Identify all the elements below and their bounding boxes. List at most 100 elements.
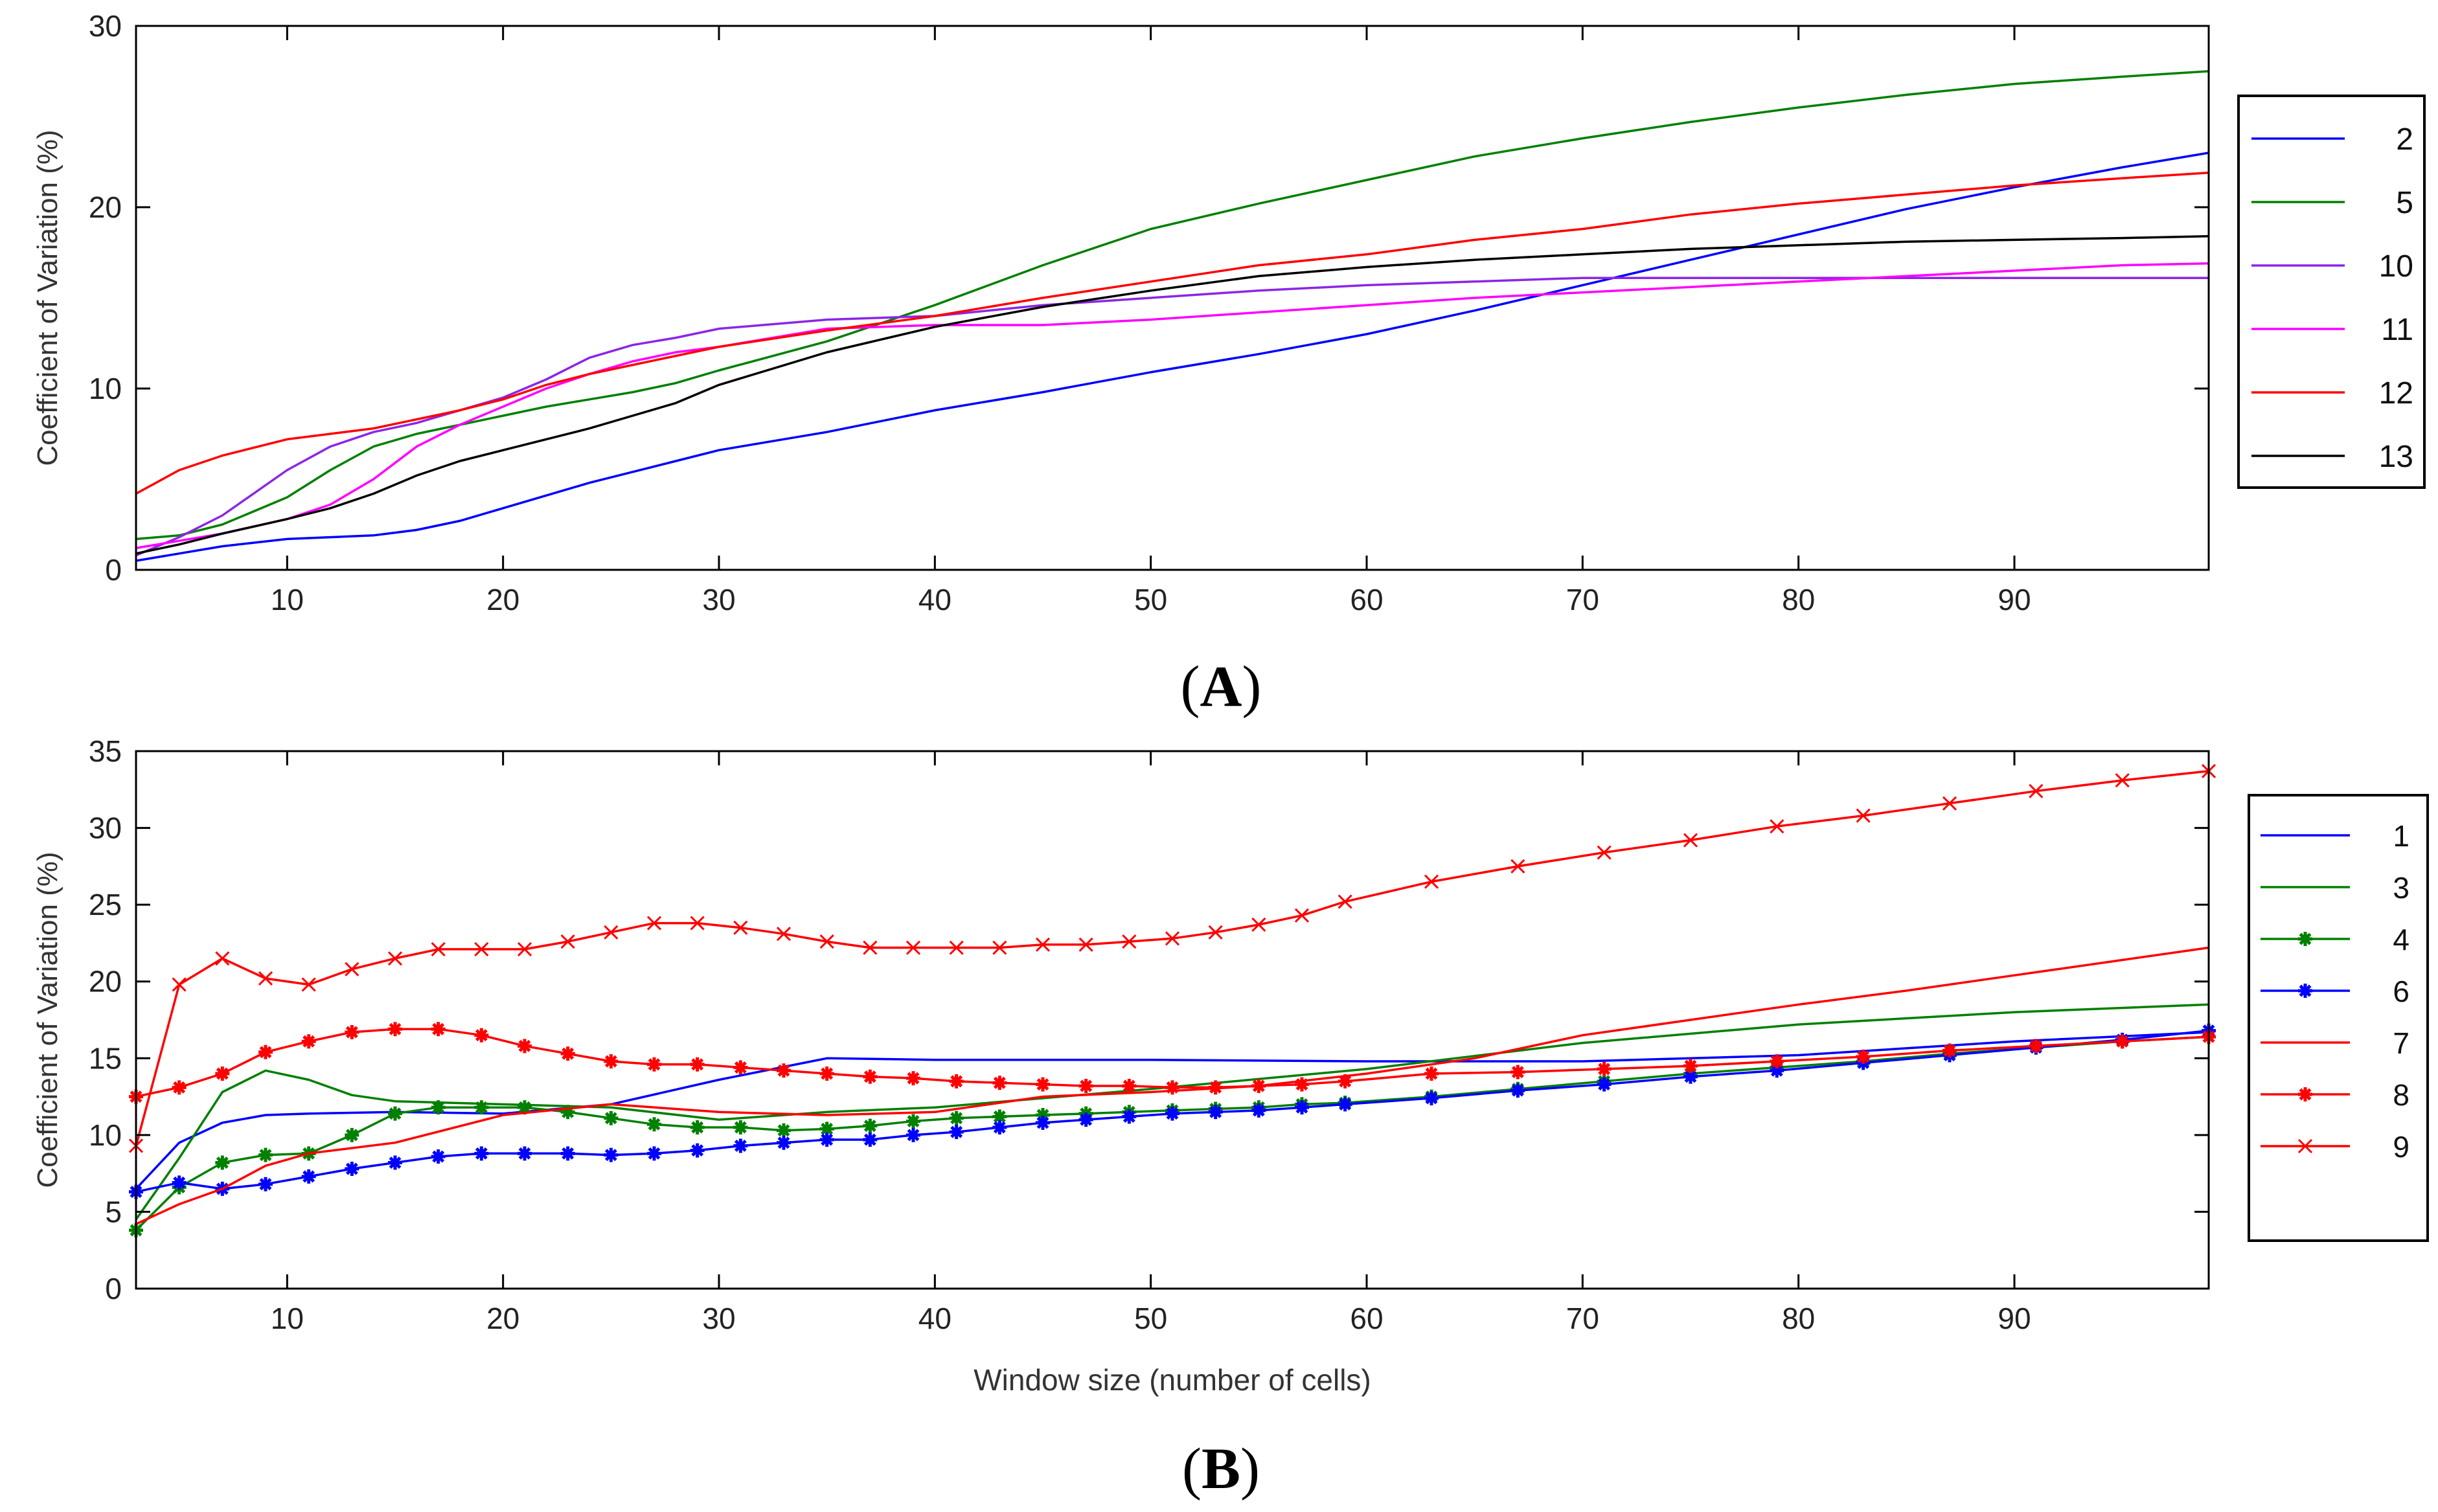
panel-b-series-9-point xyxy=(560,934,575,949)
panel-b-series-9-point xyxy=(646,916,662,931)
panel-a-legend-label-5: 5 xyxy=(2396,186,2413,220)
panel-b-series-9-point xyxy=(301,977,316,992)
panel-b-legend-item-4: 4 xyxy=(2261,923,2410,956)
panel-b-series-7-line xyxy=(135,946,2209,1225)
panel-b-y-tick-label: 25 xyxy=(89,888,122,921)
panel-b-series-9-point xyxy=(1165,931,1180,946)
panel-b-series-9-point xyxy=(690,916,705,931)
panel-b-y-axis-label: Coefficient of Variation (%) xyxy=(32,852,63,1188)
panel-b-series-7 xyxy=(135,946,2209,1225)
panel-b-y-tick-label: 20 xyxy=(89,965,122,999)
panel-a-series-2 xyxy=(135,152,2209,562)
panel-b-series-9-point xyxy=(819,934,834,949)
panel-a-chart: 10 20 30 40 50 60 70 80 90 0 10 20 30 Coefficient of… xyxy=(32,9,2426,719)
panel-b-series-8-point xyxy=(474,1028,489,1043)
panel-a-legend-item-10: 10 xyxy=(2251,249,2413,284)
panel-b-series-8-point xyxy=(172,1080,187,1095)
panel-b-series-9-point xyxy=(474,942,489,956)
panel-b-legend-item-8: 8 xyxy=(2261,1078,2410,1112)
panel-b-series-9-point xyxy=(1683,833,1698,848)
panel-b-series-8-point xyxy=(1338,1074,1352,1089)
panel-b-series-4-point xyxy=(863,1118,878,1133)
panel-a-legend-item-5: 5 xyxy=(2251,186,2413,220)
panel-a-x-tick-label: 80 xyxy=(1782,583,1815,616)
panel-b-series-6-point xyxy=(604,1147,619,1162)
panel-b-series-8-point xyxy=(431,1022,446,1037)
panel-b-series-3-line xyxy=(135,1003,2209,1221)
panel-b-series-6-point xyxy=(863,1132,878,1147)
panel-b-series-8 xyxy=(129,1022,2216,1104)
panel-b-series-8-point xyxy=(215,1066,230,1081)
panel-b-series-6-point xyxy=(819,1132,834,1147)
panel-b-series-9-point xyxy=(345,962,359,976)
panel-b-series-6-point xyxy=(518,1146,532,1161)
panel-b-series-6-point xyxy=(1295,1100,1309,1115)
panel-b-series-6-point xyxy=(1683,1069,1698,1084)
panel-b-series-8-point xyxy=(949,1074,964,1089)
panel-b-y-tick-label: 0 xyxy=(105,1272,122,1305)
panel-b-series-4-point xyxy=(388,1106,402,1121)
panel-b-legend-label-9: 9 xyxy=(2393,1130,2410,1164)
panel-a-x-tick-label: 50 xyxy=(1134,583,1167,616)
panel-a-series-12-line xyxy=(135,172,2209,495)
panel-b-series-4-point xyxy=(949,1111,964,1125)
panel-b-series-4-point xyxy=(777,1123,791,1138)
panel-a-x-tick-label: 10 xyxy=(271,583,304,616)
panel-b-series-4-point xyxy=(431,1100,446,1115)
panel-b-series-6-point xyxy=(1510,1083,1525,1098)
panel-b-series-6-point xyxy=(1770,1063,1784,1078)
panel-a-legend: 2 5 10 11 12 13 xyxy=(2237,95,2426,489)
panel-a-series-10 xyxy=(135,276,2209,557)
panel-b-series-6 xyxy=(129,1023,2216,1199)
panel-b-series-9-point xyxy=(431,942,446,956)
panel-b-x-tick-label: 70 xyxy=(1566,1302,1599,1335)
panel-b-series-4-point xyxy=(604,1111,619,1125)
panel-b-legend-marker-8 xyxy=(2298,1087,2312,1101)
panel-b-series-6-point xyxy=(388,1155,402,1170)
panel-b-series-9-point xyxy=(992,940,1007,955)
panel-b-series-9-point xyxy=(1338,894,1352,909)
panel-a-series-12 xyxy=(135,172,2209,495)
panel-a-x-tick-label: 70 xyxy=(1566,583,1599,616)
panel-b-series-6-point xyxy=(992,1120,1007,1134)
panel-b-x-tick-label: 30 xyxy=(702,1302,735,1335)
panel-b-legend-label-6: 6 xyxy=(2393,975,2410,1008)
panel-b-series-6-point xyxy=(560,1146,575,1161)
panel-b-series-9-point xyxy=(215,951,230,966)
panel-a-x-tick-label: 90 xyxy=(1998,583,2031,616)
panel-a-y-tick-label: 0 xyxy=(105,553,122,587)
panel-a-legend-box xyxy=(2237,95,2426,489)
panel-b-legend-marker-4 xyxy=(2298,932,2312,946)
panel-b-series-8-point xyxy=(1510,1065,1525,1079)
panel-b-series-6-point xyxy=(1165,1106,1179,1121)
panel-b-x-tick-label: 90 xyxy=(1998,1302,2031,1335)
panel-b-series-4-point xyxy=(215,1155,230,1170)
panel-a-x-tick-label: 20 xyxy=(486,583,519,616)
panel-a-series-5 xyxy=(135,70,2209,541)
panel-a-series-13-line xyxy=(135,235,2209,555)
panel-b-series-6-point xyxy=(474,1146,489,1161)
panel-a-axes-box xyxy=(135,25,2210,571)
panel-b-series-8-point xyxy=(1208,1080,1223,1095)
panel-b-series-9-point xyxy=(387,951,403,966)
panel-b-series-9-point xyxy=(906,940,921,955)
panel-b-series-6-point xyxy=(906,1127,920,1142)
panel-b-legend-item-7: 7 xyxy=(2261,1026,2410,1060)
panel-b-legend-item-1: 1 xyxy=(2261,819,2410,853)
panel-b-series-9-point xyxy=(1078,937,1093,952)
panel-b-series-9-point xyxy=(1424,874,1439,889)
panel-b-series-4-point xyxy=(474,1100,489,1115)
panel-b-series-8-point xyxy=(1597,1061,1612,1076)
panel-b-series-1 xyxy=(135,1031,2209,1190)
panel-a-label: (A) xyxy=(1181,655,1262,719)
panel-a-legend-item-12: 12 xyxy=(2251,376,2413,411)
panel-b-series-8-point xyxy=(258,1044,273,1059)
panel-b-series-9-point xyxy=(1856,808,1871,823)
panel-a-legend-item-13: 13 xyxy=(2251,440,2413,474)
panel-b-legend-item-3: 3 xyxy=(2261,871,2410,905)
panel-b-series-6-point xyxy=(1338,1097,1352,1112)
panel-a-ticks: 10 20 30 40 50 60 70 80 90 0 10 20 30 xyxy=(89,9,2209,616)
panel-b-legend-item-9: 9 xyxy=(2261,1130,2410,1164)
panel-b-ticks: 10 20 30 40 50 60 70 80 90 0 5 10 15 20 25 30 35 xyxy=(89,734,2209,1335)
panel-a-legend-item-2: 2 xyxy=(2251,122,2413,157)
